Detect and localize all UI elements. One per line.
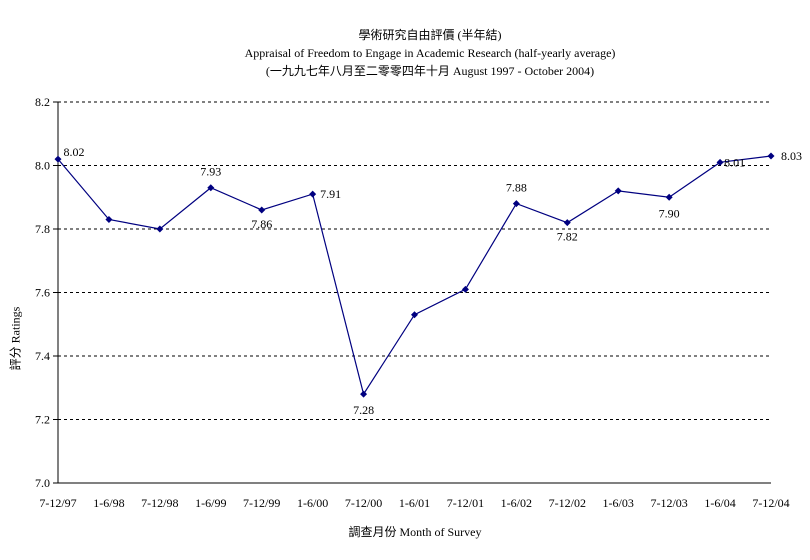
data-label: 7.86 xyxy=(251,217,272,231)
chart-title: 學術研究自由評價 (半年結) xyxy=(358,28,502,42)
x-axis-label: 調查月份 Month of Survey xyxy=(348,525,482,539)
data-point xyxy=(411,311,418,319)
data-point xyxy=(767,152,775,160)
x-tick-label: 1-6/00 xyxy=(297,496,328,510)
data-point xyxy=(563,219,571,227)
data-point xyxy=(105,215,113,223)
x-tick-label: 1-6/99 xyxy=(195,496,226,510)
data-point xyxy=(665,193,673,201)
x-tick-label: 7-12/97 xyxy=(39,496,76,510)
data-label: 8.01 xyxy=(724,155,745,169)
y-tick-label: 7.2 xyxy=(35,413,50,427)
x-tick-label: 7-12/01 xyxy=(447,496,484,510)
data-label: 7.91 xyxy=(320,187,341,201)
y-tick-label: 7.0 xyxy=(35,476,50,490)
data-label: 8.03 xyxy=(781,149,802,163)
title-block: 學術研究自由評價 (半年結) Appraisal of Freedom to E… xyxy=(0,26,810,80)
y-tick-label: 7.8 xyxy=(35,222,50,236)
series-line xyxy=(57,155,772,396)
x-tick-label: 7-12/00 xyxy=(345,496,382,510)
y-tick-label: 7.6 xyxy=(35,286,50,300)
x-tick-label: 7-12/98 xyxy=(141,496,178,510)
y-tick-label: 7.4 xyxy=(35,349,50,363)
data-point xyxy=(258,206,266,214)
x-tick-label: 1-6/01 xyxy=(399,496,430,510)
x-tick-label: 1-6/03 xyxy=(603,496,634,510)
y-tick-label: 8.0 xyxy=(35,159,50,173)
x-tick-label: 1-6/98 xyxy=(93,496,124,510)
data-point xyxy=(156,225,164,233)
data-point xyxy=(614,187,622,195)
data-label: 7.90 xyxy=(659,206,680,220)
data-label: 7.28 xyxy=(353,403,374,417)
data-label: 7.93 xyxy=(200,165,221,179)
data-label: 7.82 xyxy=(557,230,578,244)
x-tick-label: 7-12/02 xyxy=(549,496,586,510)
data-point xyxy=(512,200,520,208)
data-point xyxy=(309,190,317,198)
chart-subtitle: Appraisal of Freedom to Engage in Academ… xyxy=(244,46,616,60)
chart-subtitle-period: (一九九七年八月至二零零四年十月 August 1997 - October 2… xyxy=(265,64,595,78)
data-point xyxy=(360,390,368,398)
y-tick-label: 8.2 xyxy=(35,95,50,109)
x-tick-label: 7-12/03 xyxy=(650,496,687,510)
data-point xyxy=(716,158,724,166)
data-label: 7.88 xyxy=(506,181,527,195)
data-label: 8.02 xyxy=(64,145,85,159)
data-point xyxy=(207,184,215,192)
x-tick-label: 7-12/04 xyxy=(752,496,789,510)
data-point xyxy=(461,285,469,293)
data-point xyxy=(54,155,62,163)
x-tick-label: 1-6/02 xyxy=(501,496,532,510)
x-tick-label: 1-6/04 xyxy=(704,496,735,510)
x-tick-label: 7-12/99 xyxy=(243,496,280,510)
